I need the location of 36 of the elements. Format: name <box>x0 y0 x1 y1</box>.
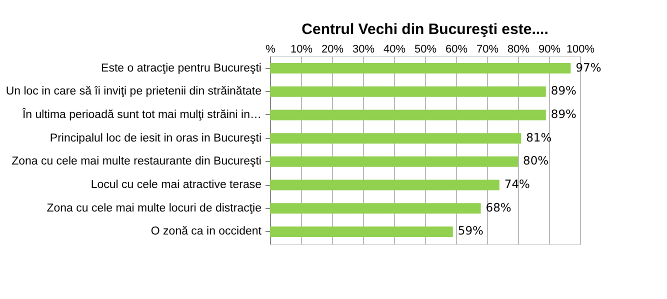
bar <box>270 156 518 167</box>
data-label: 74% <box>504 177 530 192</box>
bar <box>270 180 500 190</box>
bar <box>270 86 546 97</box>
x-tick-label: 70% <box>476 44 499 56</box>
bar <box>270 226 453 237</box>
x-tick-label: 60% <box>445 44 468 56</box>
y-tick-label: În ultima perioadă sunt tot mai mulţi străini in… <box>21 106 262 121</box>
y-tick-label: Locul cu cele mai atractive terase <box>90 179 262 192</box>
data-label: 59% <box>458 224 484 238</box>
x-tick-label: 20% <box>321 44 344 56</box>
data-label: 97% <box>576 60 602 74</box>
data-label: 80% <box>523 154 549 168</box>
x-tick-label: 50% <box>414 44 437 56</box>
y-tick-label: O zonă ca in occident <box>150 226 262 238</box>
data-label: 81% <box>526 130 552 144</box>
bar <box>270 110 546 120</box>
y-tick-label: Zona cu cele mai multe restaurante din Bucureşti <box>12 156 262 168</box>
data-label: 89% <box>550 84 577 98</box>
x-tick-label: 10% <box>290 44 313 56</box>
bar <box>270 63 571 74</box>
y-tick-label: Zona cu cele mai multe locuri de distracţie <box>46 202 262 214</box>
x-tick-label: 30% <box>352 44 375 56</box>
x-tick-label: 100% <box>566 44 595 56</box>
x-tick-label: 80% <box>507 44 530 56</box>
y-tick-label: Principalul loc de iesit in oras in Bucureşti <box>50 132 262 144</box>
y-tick-label: Un loc in care să îi inviţi pe prietenii din străinătate <box>6 86 262 98</box>
data-label: 68% <box>486 200 512 214</box>
bar <box>270 133 522 144</box>
x-tick-label: 40% <box>383 44 406 56</box>
bar <box>270 203 481 214</box>
chart-title: Centrul Vechi din Bucureşti este.... <box>302 21 548 38</box>
data-label: 89% <box>550 106 577 121</box>
y-tick-label: Este o atracţie pentru Bucureşti <box>101 62 262 74</box>
x-tick-label: 90% <box>538 44 561 56</box>
x-tick-label: % <box>266 44 276 56</box>
